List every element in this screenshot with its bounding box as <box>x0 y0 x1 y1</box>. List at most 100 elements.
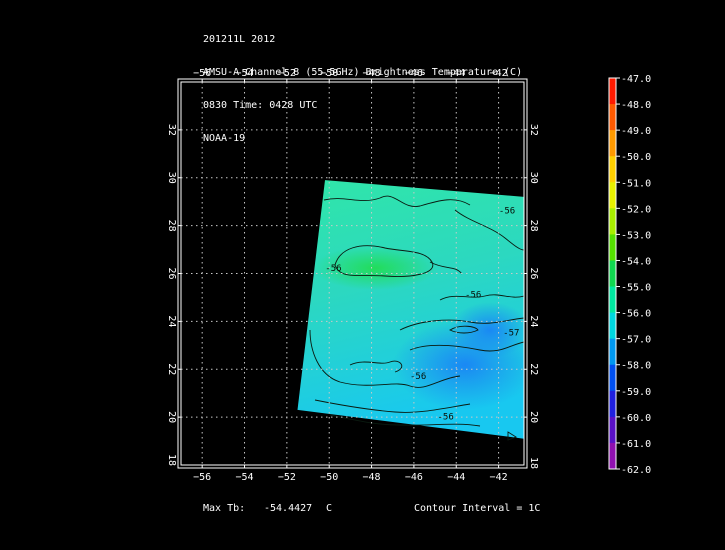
lat-lon-grid <box>181 82 524 465</box>
contour-line <box>399 317 524 331</box>
map-frame <box>177 78 528 469</box>
colorbar-segment <box>609 286 616 314</box>
lon-tick-label-top: −48 <box>363 68 381 79</box>
contour-labels: -56 -56 -56 -57 -56 -56 <box>325 207 519 423</box>
colorbar-tick-label: -50.0 <box>621 152 651 163</box>
max-tb-value: -54.4427 <box>264 503 313 514</box>
lon-tick-label-bottom: −54 <box>235 472 253 483</box>
lat-tick-label-left: 30 <box>166 172 177 184</box>
colorbar-segment <box>609 338 616 366</box>
contour-line <box>314 399 471 413</box>
contour-lines <box>309 195 524 441</box>
contour-label: -56 <box>325 264 341 274</box>
colorbar-tick-label: -57.0 <box>621 335 651 346</box>
colorbar: -47.0 -48.0 -49.0 -50.0 -51.0 -52.0 -53.0 -54.0… <box>608 74 651 476</box>
colorbar-tick-label: -59.0 <box>621 387 651 398</box>
lon-tick-label-top: −50 <box>320 68 338 79</box>
colorbar-tick-label: -55.0 <box>621 283 651 294</box>
colorbar-tick-label: -58.0 <box>621 361 651 372</box>
colorbar-tick-label: -48.0 <box>621 100 651 111</box>
lat-tick-label-right: 30 <box>528 172 539 184</box>
contour-line <box>334 245 434 277</box>
max-tb-unit: C <box>326 503 333 514</box>
lon-tick-label-top: −42 <box>490 68 508 79</box>
lat-tick-label-left: 28 <box>166 220 177 232</box>
lon-tick-label-top: −52 <box>278 68 296 79</box>
time-line: 0830 Time: 0428 UTC <box>203 100 318 111</box>
lon-tick-label-bottom: −50 <box>320 472 338 483</box>
contour-line <box>454 209 524 251</box>
lat-tick-label-right: 28 <box>528 220 539 232</box>
lon-tick-label-top: −56 <box>193 68 211 79</box>
colorbar-tick-label: -56.0 <box>621 309 651 320</box>
brightness-swath <box>297 180 524 439</box>
contour-line <box>329 414 481 427</box>
lat-tick-label-left: 26 <box>166 267 177 279</box>
lon-tick-label-bottom: −44 <box>447 472 465 483</box>
colorbar-segment <box>609 182 616 209</box>
lat-tick-label-right: 32 <box>528 124 539 136</box>
lon-tick-label-bottom: −48 <box>363 472 381 483</box>
map-tick-labels: −56 −56 −54 −54 −52 −52 −50 −50 −48 −48 −46 −46 −44 −… <box>166 68 539 483</box>
contour-label: -56 <box>438 413 454 423</box>
colorbar-segment <box>609 312 616 340</box>
contour-line <box>507 431 518 441</box>
product-title: AMSU-A Channel 8 (55.5GHz) Brightness Te… <box>203 67 523 78</box>
lon-tick-label-bottom: −56 <box>193 472 211 483</box>
colorbar-segment <box>609 104 616 131</box>
lat-tick-label-right: 24 <box>528 315 539 327</box>
lon-tick-label-bottom: −52 <box>278 472 296 483</box>
colorbar-border <box>608 77 617 470</box>
lat-tick-label-right: 18 <box>528 457 539 469</box>
colorbar-segment <box>609 390 616 418</box>
contour-line <box>349 360 403 373</box>
lon-tick-label-top: −44 <box>447 68 465 79</box>
colorbar-tick-label: -61.0 <box>621 439 651 450</box>
satellite-name: NOAA-19 <box>203 133 246 144</box>
contour-line <box>309 329 461 388</box>
contour-label: -56 <box>410 372 426 382</box>
contour-line <box>429 261 463 275</box>
contour-line <box>439 294 524 301</box>
contour-line <box>449 325 479 334</box>
lon-tick-label-top: −46 <box>405 68 423 79</box>
lat-tick-label-right: 26 <box>528 267 539 279</box>
colorbar-tick-label: -60.0 <box>621 413 651 424</box>
lat-tick-label-left: 22 <box>166 363 177 375</box>
colorbar-tick-label: -52.0 <box>621 204 651 215</box>
lon-tick-label-bottom: −46 <box>405 472 423 483</box>
colorbar-tick-label: -51.0 <box>621 178 651 189</box>
colorbar-segment <box>609 208 616 235</box>
lat-tick-label-right: 20 <box>528 411 539 423</box>
colorbar-tick-label: -49.0 <box>621 126 651 137</box>
colorbar-segment <box>609 156 616 183</box>
contour-label: -56 <box>465 290 481 300</box>
colorbar-segment <box>609 130 616 157</box>
colorbar-tick-label: -53.0 <box>621 230 651 241</box>
colorbar-segment <box>609 416 616 444</box>
colorbar-segment <box>609 78 616 105</box>
colorbar-segment <box>609 260 616 288</box>
contour-label: -57 <box>503 329 519 339</box>
colorbar-tick-label: -54.0 <box>621 256 651 267</box>
lon-tick-label-top: −54 <box>235 68 253 79</box>
colorbar-tick-label: -47.0 <box>621 74 651 85</box>
contour-line <box>323 195 471 207</box>
contour-interval: Contour Interval = 1C <box>414 503 541 514</box>
contour-line <box>409 341 524 352</box>
colorbar-segment <box>609 364 616 392</box>
colorbar-segment <box>609 442 616 470</box>
map-plot: −56 −56 −54 −54 −52 −52 −50 −50 −48 −48 −46 −46 −44 −… <box>166 68 651 483</box>
cold-region-blob-2 <box>450 302 524 358</box>
lat-tick-label-left: 24 <box>166 315 177 327</box>
colorbar-tick-label: -62.0 <box>621 465 651 476</box>
colorbar-segment <box>609 234 616 261</box>
lat-tick-label-right: 22 <box>528 363 539 375</box>
max-tb-label: Max Tb: <box>203 503 246 514</box>
warm-core-blob <box>313 246 437 290</box>
lon-tick-label-bottom: −42 <box>490 472 508 483</box>
lat-tick-label-left: 32 <box>166 124 177 136</box>
title-block: 201211L 2012 AMSU-A Channel 8 (55.5GHz) … <box>203 12 522 155</box>
lat-tick-label-left: 20 <box>166 411 177 423</box>
storm-id: 201211L 2012 <box>203 34 276 45</box>
